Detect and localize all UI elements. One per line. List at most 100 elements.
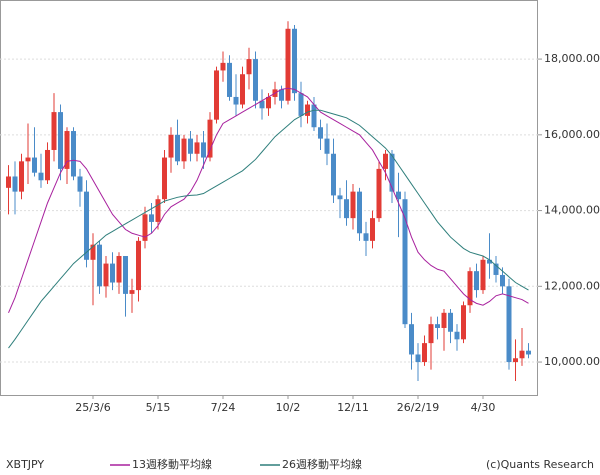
- candle-body: [370, 218, 375, 241]
- candle-body: [513, 358, 518, 363]
- symbol: XBTJPY: [6, 458, 44, 471]
- candle-body: [363, 233, 369, 241]
- candle-body: [103, 263, 109, 287]
- y-tick-label: 18,000.00: [544, 52, 600, 65]
- candle-body: [298, 93, 304, 116]
- x-tick-label: 7/24: [211, 401, 236, 414]
- candle-body: [292, 28, 297, 94]
- candle-body: [129, 290, 135, 294]
- candle-body: [25, 157, 31, 162]
- source: (c)Quants Research: [486, 458, 594, 471]
- candle-body: [136, 240, 141, 291]
- candle-body: [227, 62, 232, 97]
- candle-body: [279, 89, 284, 101]
- candle-body: [318, 127, 323, 139]
- candle-body: [19, 161, 24, 192]
- candle-body: [526, 350, 531, 355]
- y-tick-label: 12,000.00: [544, 279, 600, 292]
- candle-body: [175, 134, 180, 162]
- candle-body: [467, 271, 473, 306]
- candle-body: [389, 153, 395, 192]
- x-tick-label: 10/2: [276, 401, 301, 414]
- candle-body: [51, 112, 57, 150]
- candle-body: [415, 354, 421, 363]
- candle-body: [311, 104, 317, 128]
- y-tick-label: 10,000.00: [544, 355, 600, 368]
- candle-body: [350, 191, 356, 219]
- candle-body: [162, 157, 167, 200]
- candle-body: [181, 138, 187, 162]
- candle-body: [155, 199, 161, 222]
- candle-body: [454, 331, 460, 340]
- candle-body: [64, 131, 70, 169]
- candle-body: [480, 259, 486, 291]
- candle-body: [71, 131, 76, 177]
- candle-body: [207, 119, 213, 158]
- y-tick-label: 14,000.00: [544, 204, 600, 217]
- candle-body: [194, 142, 200, 154]
- candle-body: [428, 324, 434, 344]
- candle-body: [519, 350, 525, 359]
- candle-body: [12, 176, 18, 192]
- candle-body: [220, 62, 226, 71]
- x-tick-label: 4/30: [471, 401, 496, 414]
- candle-body: [344, 199, 349, 219]
- candle-body: [285, 28, 291, 101]
- candle-body: [6, 176, 11, 188]
- x-tick-label: 5/15: [146, 401, 171, 414]
- candle-body: [38, 172, 44, 181]
- candle-body: [409, 324, 414, 355]
- candle-body: [500, 274, 505, 287]
- candle-body: [201, 142, 206, 158]
- candle-body: [84, 191, 89, 260]
- candle-body: [266, 96, 271, 109]
- candle-body: [116, 256, 122, 283]
- candle-body: [110, 263, 115, 283]
- candle-body: [383, 153, 388, 169]
- candle-body: [233, 96, 239, 105]
- candle-body: [253, 59, 258, 101]
- moving-average-line: [8, 87, 529, 314]
- candle-body: [448, 312, 453, 332]
- candle-body: [474, 271, 479, 291]
- candle-body: [45, 149, 50, 181]
- candle-body: [337, 195, 343, 200]
- candle-body: [376, 168, 382, 219]
- candle-body: [487, 259, 492, 264]
- x-tick-label: 26/2/19: [397, 401, 439, 414]
- x-tick-label: 25/3/6: [75, 401, 110, 414]
- candle-body: [493, 263, 499, 275]
- legend-label: 26週移動平均線: [282, 457, 362, 471]
- candle-body: [142, 214, 148, 241]
- candle-body: [422, 343, 427, 363]
- candle-body: [324, 138, 330, 154]
- candle-body: [357, 191, 362, 234]
- candle-body: [396, 191, 401, 200]
- candle-body: [506, 286, 512, 363]
- candle-body: [441, 312, 447, 328]
- candle-body: [97, 244, 102, 287]
- candle-body: [305, 104, 310, 116]
- candle-body: [188, 138, 193, 154]
- candle-body: [77, 176, 83, 192]
- x-tick-label: 12/11: [337, 401, 369, 414]
- candle-body: [168, 134, 174, 158]
- legend-label: 13週移動平均線: [132, 457, 212, 471]
- moving-average-line: [8, 109, 529, 349]
- candle-body: [149, 214, 154, 222]
- candle-body: [32, 157, 37, 173]
- candle-body: [58, 112, 63, 169]
- candle-body: [240, 74, 245, 105]
- candle-body: [461, 305, 466, 340]
- candle-body: [90, 244, 96, 260]
- candle-body: [214, 70, 219, 120]
- candle-body: [331, 153, 336, 196]
- y-tick-label: 16,000.00: [544, 128, 600, 141]
- candle-body: [435, 324, 440, 328]
- candle-body: [259, 100, 265, 109]
- candle-body: [123, 256, 128, 294]
- candle-body: [402, 199, 408, 325]
- candle-body: [246, 59, 252, 75]
